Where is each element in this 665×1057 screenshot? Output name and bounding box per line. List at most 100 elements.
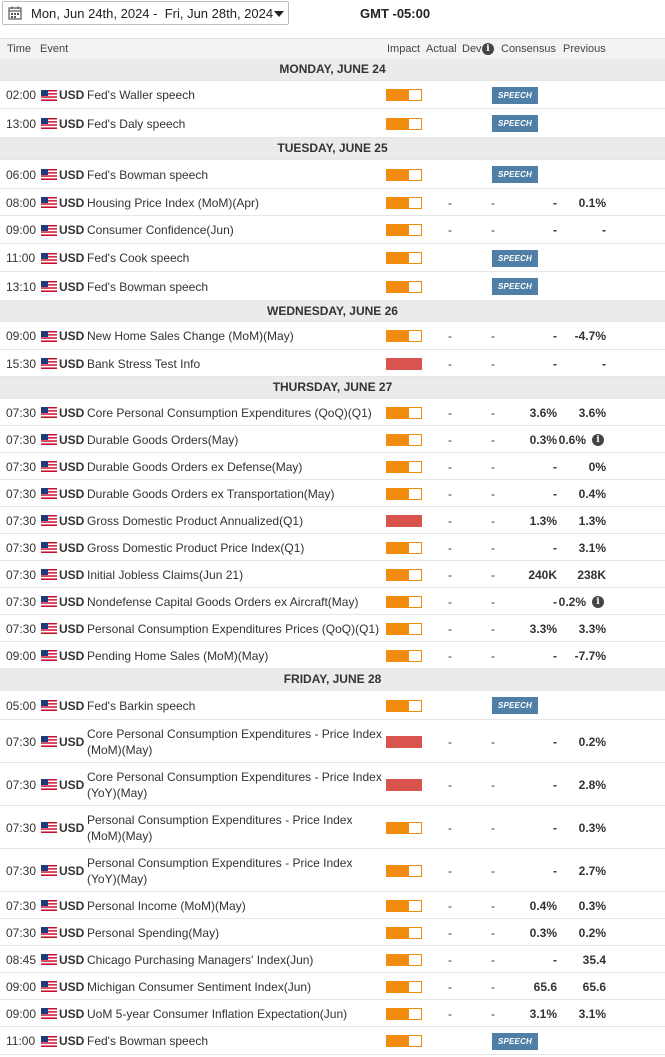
table-row[interactable]: 07:30 USD Core Personal Consumption Expend… [0,720,665,763]
table-row[interactable]: 11:00 USD Fed's Bowman speech SPEECH [0,1027,665,1055]
table-row[interactable]: 09:00 USD Pending Home Sales (MoM)(May) - - -… [0,642,665,669]
table-row[interactable]: 09:00 USD UoM 5-year Consumer Inflation Ex… [0,1000,665,1027]
event-name[interactable]: UoM 5-year Consumer Inflation Expectatio… [87,1006,348,1021]
table-row[interactable]: 07:30 USD Core Personal Consumption Expend… [0,763,665,806]
info-icon[interactable]: i [592,433,604,446]
event-name[interactable]: Fed's Barkin speech [87,698,196,713]
speech-badge[interactable]: SPEECH [492,249,538,267]
previous-value: - [602,223,606,237]
event-name[interactable]: Fed's Cook speech [87,251,190,265]
event-name[interactable]: Personal Spending(May) [87,925,220,940]
speech-badge[interactable]: SPEECH [492,697,538,714]
event-currency: USD [59,777,85,792]
event-name[interactable]: Durable Goods Orders(May) [87,432,239,447]
previous-value: 3.6% [578,405,606,420]
table-row[interactable]: 07:30 USD Personal Spending(May) - - 0.3% 0.2% [0,919,665,946]
table-row[interactable]: 07:30 USD Personal Consumption Expenditure… [0,849,665,892]
table-row[interactable]: 07:30 USD Personal Income (MoM)(May) - - 0.4%… [0,892,665,919]
info-icon[interactable]: i [482,43,494,55]
table-row[interactable]: 07:30 USD Core Personal Consumption Expend… [0,399,665,426]
event-name[interactable]: Gross Domestic Product Price Index(Q1) [87,540,305,555]
event-name[interactable]: Fed's Bowman speech [87,1034,209,1048]
actual-value: - [448,734,452,749]
event-name[interactable]: Personal Consumption Expenditures - Pric… [87,855,353,886]
event-time: 05:00 [6,698,37,713]
event-name[interactable]: Pending Home Sales (MoM)(May) [87,648,269,663]
table-row[interactable]: 11:00 USD Fed's Cook speech SPEECH [0,244,665,272]
event-name[interactable]: Housing Price Index (MoM)(Apr) [87,195,260,210]
previous-value: 0.3% [578,898,606,913]
event-name[interactable]: Gross Domestic Product Annualized(Q1) [87,513,304,528]
table-row[interactable]: 07:30 USD Initial Jobless Claims(Jun 21) - -… [0,561,665,588]
event-time: 09:00 [6,329,37,343]
table-row[interactable]: 07:30 USD Personal Consumption Expenditure… [0,615,665,642]
event-name[interactable]: Personal Consumption Expenditures - Pric… [87,812,353,843]
table-row[interactable]: 15:30 USD Bank Stress Test Info - - - - [0,350,665,377]
table-row[interactable]: 06:00 USD Fed's Bowman speech SPEECH [0,160,665,189]
impact-indicator [386,1007,422,1020]
event-name[interactable]: Fed's Daly speech [87,116,186,131]
table-row[interactable]: 05:00 USD Fed's Barkin speech SPEECH [0,691,665,720]
date-range-picker[interactable]: Mon, Jun 24th, 2024 - Fri, Jun 28th, 202… [2,1,289,25]
table-row[interactable]: 07:30 USD Durable Goods Orders(May) - - 0.3% 0… [0,426,665,453]
column-header-previous[interactable]: Previous [563,43,606,55]
info-icon[interactable]: i [592,595,604,608]
speech-badge[interactable]: SPEECH [492,1032,538,1050]
impact-level-bar [387,281,410,292]
us-flag-icon [41,358,57,369]
impact-indicator [386,433,422,446]
column-header-consensus[interactable]: Consensus [501,43,557,55]
event-currency: USD [59,513,85,528]
table-row[interactable]: 08:00 USD Housing Price Index (MoM)(Apr) - -… [0,189,665,216]
table-row[interactable]: 13:00 USD Fed's Daly speech SPEECH [0,109,665,138]
table-row[interactable]: 02:00 USD Fed's Waller speech SPEECH [0,81,665,109]
event-name[interactable]: Personal Income (MoM)(May) [87,898,246,913]
event-name[interactable]: Michigan Consumer Sentiment Index(Jun) [87,979,312,994]
column-header-time[interactable]: Time [7,43,32,55]
event-name[interactable]: Durable Goods Orders ex Defense(May) [87,459,303,474]
us-flag-icon [41,927,57,938]
us-flag-icon [41,1035,57,1047]
event-name[interactable]: Core Personal Consumption Expenditures (… [87,405,372,420]
chevron-down-icon[interactable] [274,11,284,17]
column-header-dev[interactable]: Dev [462,43,482,55]
event-name[interactable]: Core Personal Consumption Expenditures -… [87,726,382,757]
event-name[interactable]: Fed's Bowman speech [87,167,209,182]
table-row[interactable]: 09:00 USD Consumer Confidence(Jun) - - - - [0,216,665,244]
table-row[interactable]: 07:30 USD Gross Domestic Product Annualize… [0,507,665,534]
table-row[interactable]: 07:30 USD Nondefense Capital Goods Orders … [0,588,665,615]
speech-badge[interactable]: SPEECH [492,115,538,132]
event-name[interactable]: Chicago Purchasing Managers' Index(Jun) [87,952,314,967]
table-row[interactable]: 07:30 USD Durable Goods Orders ex Transpor… [0,480,665,507]
event-name[interactable]: Nondefense Capital Goods Orders ex Aircr… [87,594,359,609]
event-name[interactable]: Bank Stress Test Info [87,356,201,371]
event-time: 07:30 [6,621,37,636]
column-header-actual[interactable]: Actual [426,43,457,55]
previous-value: 2.8% [578,777,606,792]
timezone-label[interactable]: GMT -05:00 [360,6,431,21]
table-row[interactable]: 09:00 USD Michigan Consumer Sentiment Inde… [0,973,665,1000]
actual-value: - [448,195,452,210]
event-name[interactable]: Core Personal Consumption Expenditures -… [87,769,382,800]
event-name[interactable]: New Home Sales Change (MoM)(May) [87,329,294,343]
table-row[interactable]: 07:30 USD Gross Domestic Product Price Ind… [0,534,665,561]
table-row[interactable]: 07:30 USD Durable Goods Orders ex Defense(… [0,453,665,480]
table-row[interactable]: 09:00 USD New Home Sales Change (MoM)(May)… [0,322,665,350]
speech-badge[interactable]: SPEECH [492,86,538,104]
speech-badge[interactable]: SPEECH [492,278,538,295]
event-name[interactable]: Initial Jobless Claims(Jun 21) [87,567,244,582]
column-header-impact[interactable]: Impact [387,43,421,55]
column-header-event[interactable]: Event [40,43,69,55]
event-time: 09:00 [6,223,37,237]
event-name[interactable]: Fed's Waller speech [87,88,195,102]
event-name[interactable]: Durable Goods Orders ex Transportation(M… [87,486,335,501]
table-row[interactable]: 07:30 USD Personal Consumption Expenditure… [0,806,665,849]
impact-level-bar [387,623,410,634]
event-name[interactable]: Consumer Confidence(Jun) [87,223,234,237]
impact-level-bar [387,822,410,833]
table-row[interactable]: 13:10 USD Fed's Bowman speech SPEECH [0,272,665,301]
event-name[interactable]: Personal Consumption Expenditures Prices… [87,621,380,636]
event-name[interactable]: Fed's Bowman speech [87,279,209,294]
speech-badge[interactable]: SPEECH [492,166,538,183]
table-row[interactable]: 08:45 USD Chicago Purchasing Managers' Ind… [0,946,665,973]
